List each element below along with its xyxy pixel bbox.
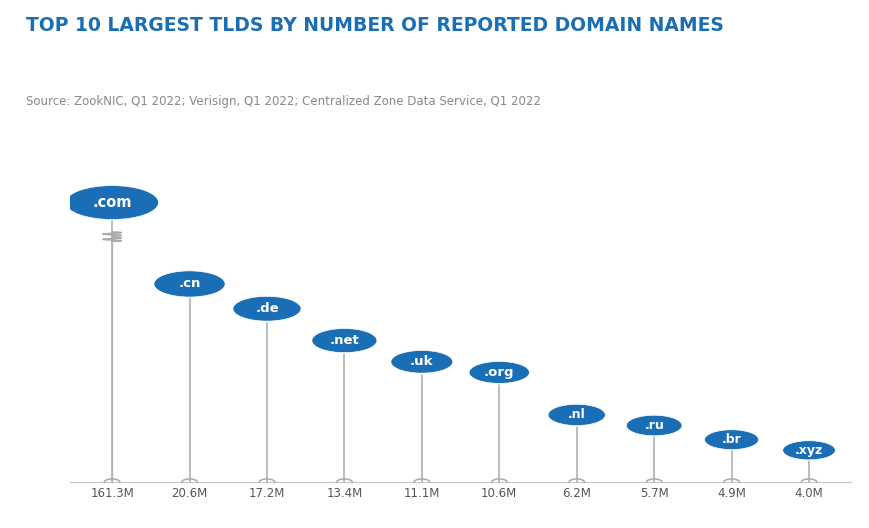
- Text: 6.2M: 6.2M: [562, 487, 591, 501]
- Text: .uk: .uk: [410, 355, 434, 369]
- Text: TOP 10 LARGEST TLDS BY NUMBER OF REPORTED DOMAIN NAMES: TOP 10 LARGEST TLDS BY NUMBER OF REPORTE…: [26, 16, 724, 35]
- Ellipse shape: [312, 328, 377, 353]
- Ellipse shape: [705, 430, 759, 449]
- Ellipse shape: [154, 271, 225, 297]
- Ellipse shape: [233, 296, 301, 321]
- Text: 161.3M: 161.3M: [90, 487, 134, 501]
- Text: .de: .de: [255, 302, 279, 315]
- Text: 17.2M: 17.2M: [249, 487, 285, 501]
- Text: 13.4M: 13.4M: [326, 487, 362, 501]
- Text: .nl: .nl: [567, 408, 586, 421]
- Ellipse shape: [783, 441, 835, 460]
- Text: 10.6M: 10.6M: [481, 487, 517, 501]
- Text: 11.1M: 11.1M: [404, 487, 440, 501]
- Ellipse shape: [548, 404, 606, 426]
- Text: .net: .net: [329, 334, 359, 347]
- Text: .org: .org: [484, 366, 514, 379]
- Ellipse shape: [391, 351, 453, 373]
- Ellipse shape: [627, 415, 682, 436]
- Text: .ru: .ru: [644, 419, 664, 432]
- Text: 4.9M: 4.9M: [717, 487, 746, 501]
- Text: 4.0M: 4.0M: [794, 487, 824, 501]
- Text: .cn: .cn: [178, 277, 201, 290]
- Text: .br: .br: [722, 433, 741, 446]
- Ellipse shape: [469, 362, 529, 383]
- Text: Source: ZookNIC, Q1 2022; Verisign, Q1 2022; Centralized Zone Data Service, Q1 2: Source: ZookNIC, Q1 2022; Verisign, Q1 2…: [26, 95, 541, 108]
- Text: 5.7M: 5.7M: [640, 487, 668, 501]
- Text: .xyz: .xyz: [795, 444, 823, 457]
- Text: .com: .com: [92, 195, 132, 210]
- Ellipse shape: [66, 185, 158, 220]
- Text: 20.6M: 20.6M: [171, 487, 208, 501]
